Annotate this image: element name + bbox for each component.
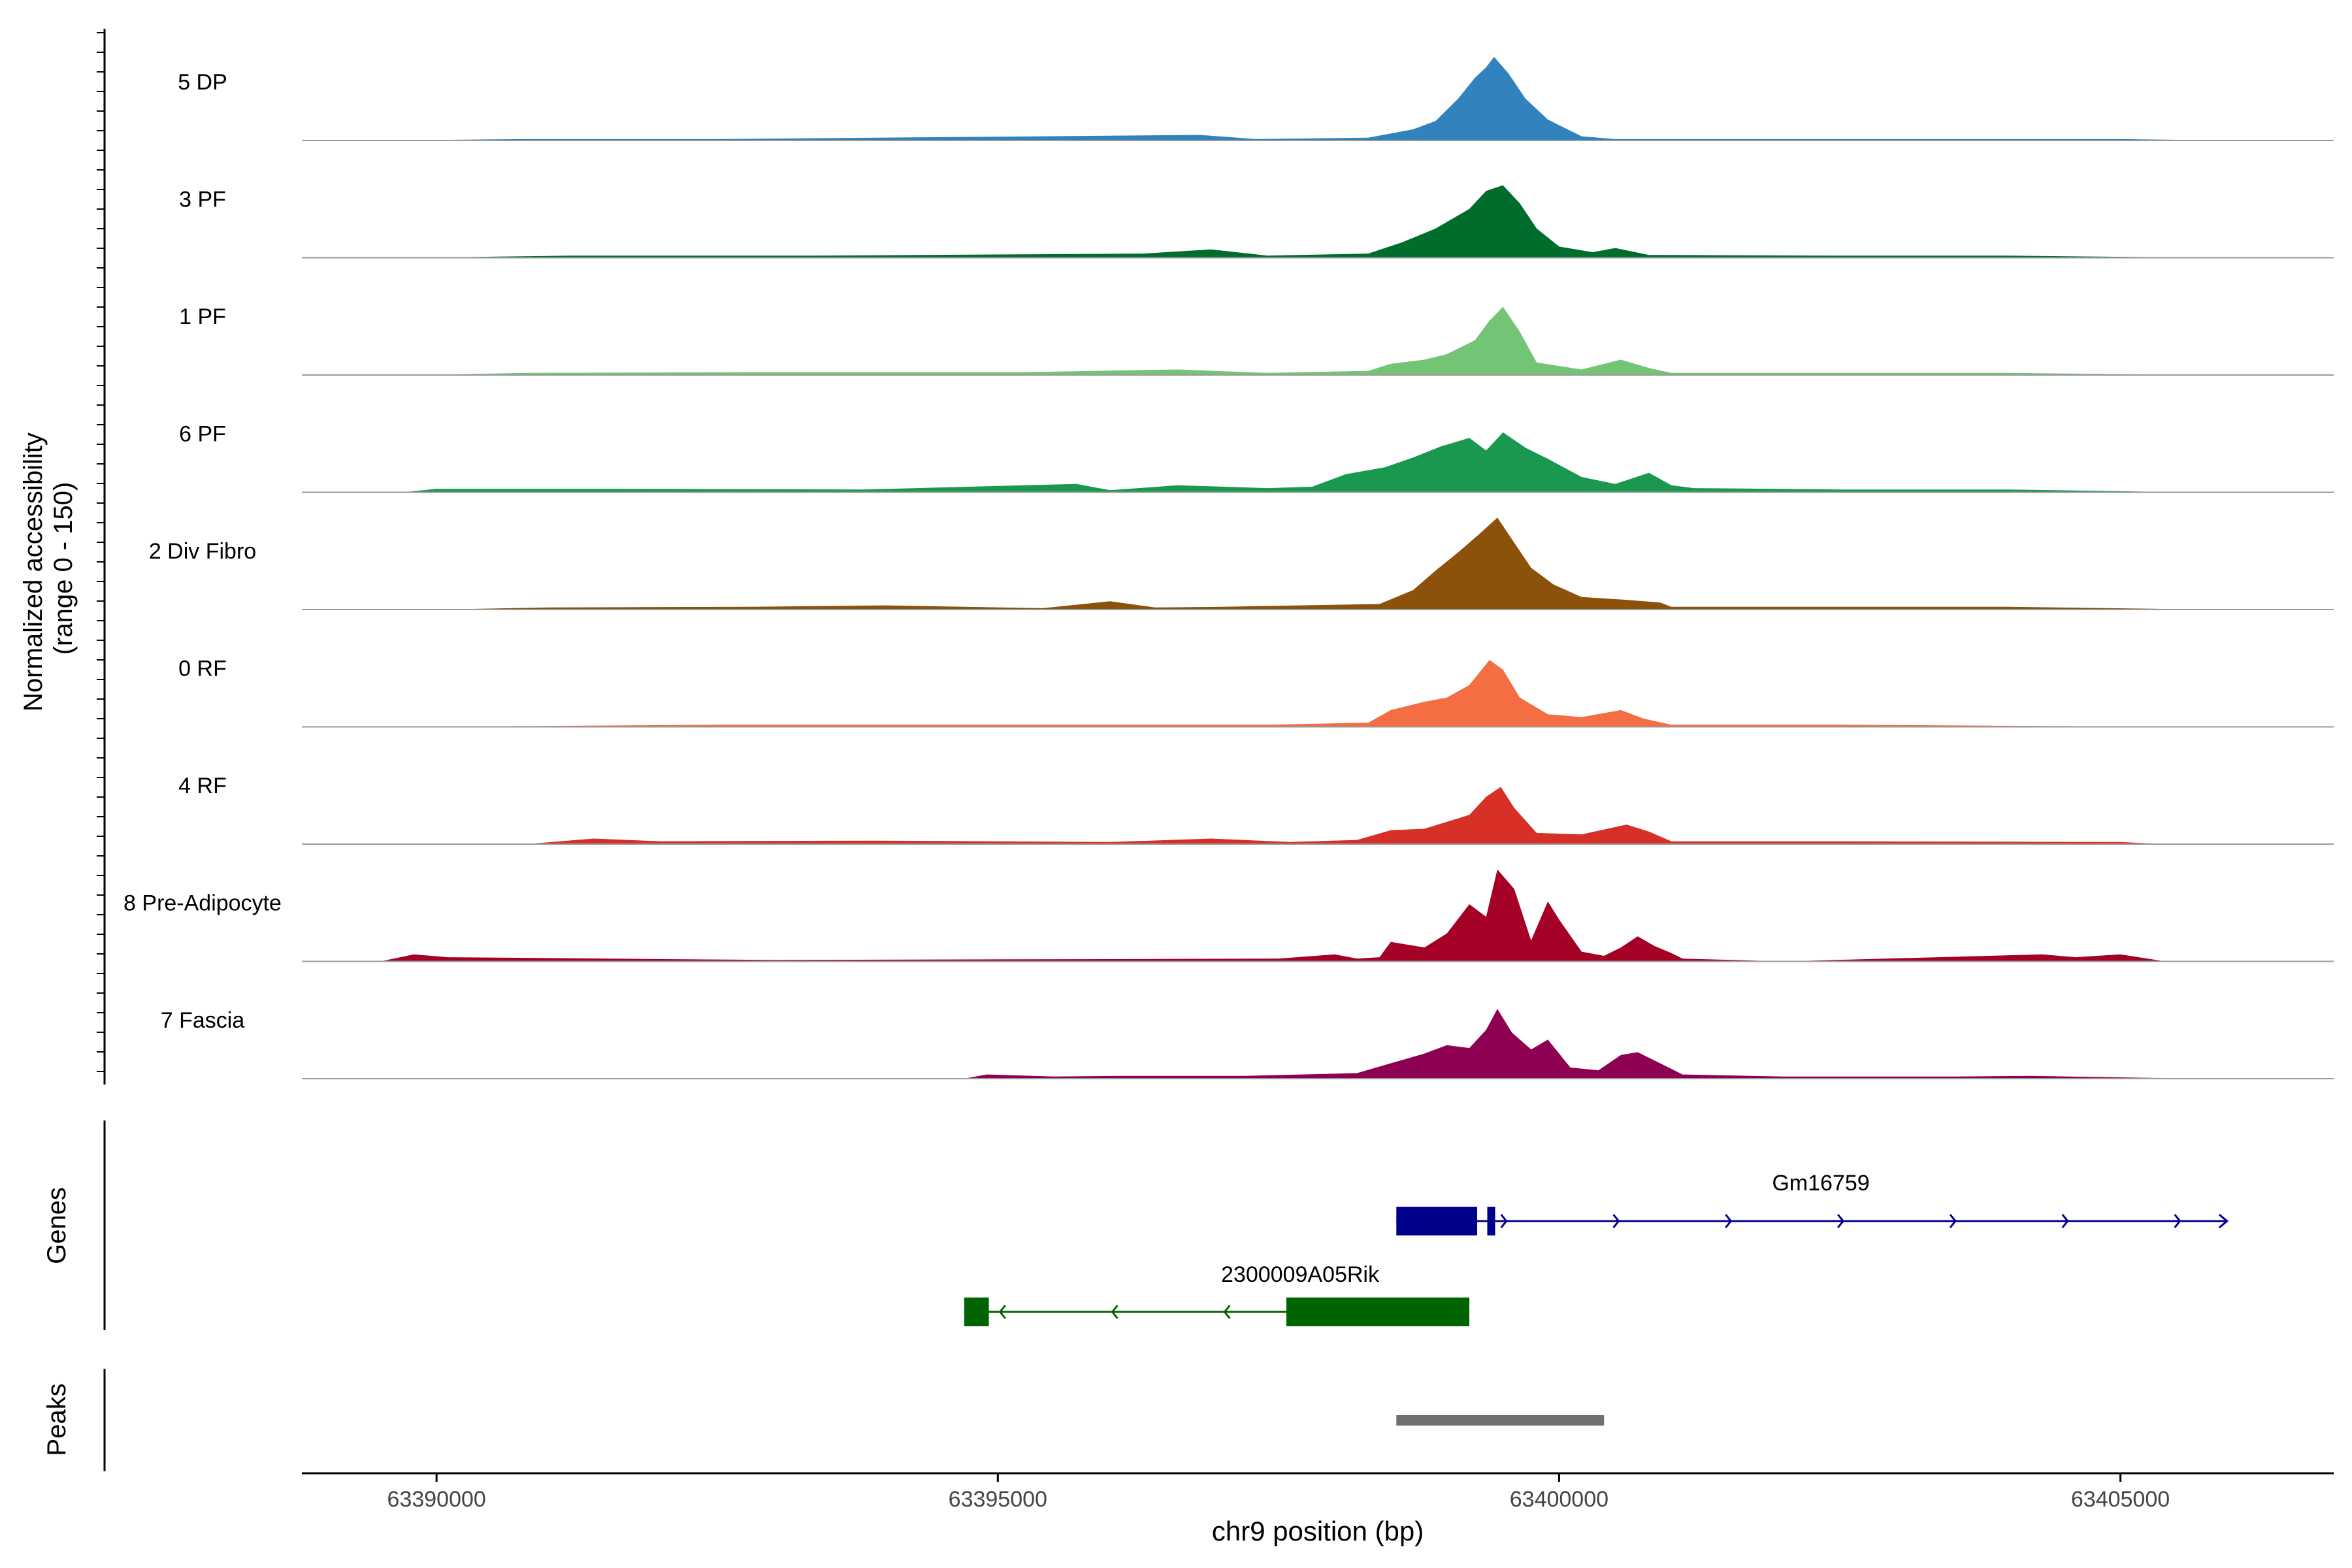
track-9: 7 Fascia: [161, 1008, 2334, 1079]
genes-panel-label: Genes: [42, 1187, 71, 1264]
track-area: [414, 306, 2210, 375]
peak-regions: [1396, 1415, 1605, 1426]
track-area: [414, 185, 2210, 258]
x-axis-label: chr9 position (bp): [1212, 1516, 1424, 1546]
gene-Gm16759: Gm16759: [1396, 1171, 2229, 1235]
peaks-panel-label: Peaks: [42, 1383, 71, 1456]
track-label: 3 PF: [179, 188, 226, 212]
x-tick-label: 63390000: [387, 1487, 486, 1512]
x-tick-label: 63400000: [1510, 1487, 1609, 1512]
gene-2300009A05Rik: 2300009A05Rik: [964, 1262, 1469, 1326]
track-label: 8 Pre-Adipocyte: [123, 891, 282, 916]
exon: [1487, 1207, 1495, 1235]
track-area: [964, 1009, 2199, 1079]
track-label: 2 Div Fibro: [149, 539, 256, 564]
track-1: 5 DP: [178, 57, 2334, 141]
strand-arrow: [1111, 1305, 1119, 1319]
strand-arrow: [1837, 1214, 1845, 1228]
y-axis-label-line2: (range 0 - 150): [49, 482, 78, 655]
y-axis-accessibility: Normalized accessibility (range 0 - 150): [19, 29, 106, 1085]
track-label: 4 RF: [178, 774, 227, 798]
exon: [1396, 1207, 1477, 1235]
exon: [964, 1298, 989, 1326]
track-area: [414, 660, 2188, 727]
track-7: 4 RF: [178, 774, 2334, 845]
peaks-panel: Peaks: [42, 1369, 1605, 1471]
x-axis-ticks: 63390000 63395000 63400000 63405000: [387, 1473, 2170, 1512]
strand-arrow: [1725, 1214, 1733, 1228]
track-5: 2 Div Fibro: [149, 517, 2334, 610]
exon: [1286, 1298, 1469, 1326]
strand-arrow: [1612, 1214, 1620, 1228]
strand-arrow: [1949, 1214, 1957, 1228]
track-2: 3 PF: [179, 185, 2334, 259]
strand-arrow: [2061, 1214, 2069, 1228]
track-label: 6 PF: [179, 422, 226, 447]
x-tick-label: 63395000: [949, 1487, 1047, 1512]
strand-arrow: [2174, 1214, 2181, 1228]
y-axis-ticks: [97, 32, 105, 1072]
track-area: [436, 517, 2211, 610]
gene-models: Gm16759 2300009A05Rik: [964, 1171, 2229, 1326]
track-area: [380, 869, 2166, 962]
strand-arrow: [2218, 1213, 2229, 1229]
y-axis-label-line1: Normalized accessibility: [19, 433, 48, 711]
strand-arrow: [998, 1305, 1006, 1319]
genes-panel: Genes Gm16759 2300009A05Rik: [42, 1120, 2229, 1330]
track-8: 8 Pre-Adipocyte: [123, 869, 2334, 962]
track-3: 1 PF: [179, 304, 2334, 376]
track-area: [402, 432, 2188, 493]
peak: [1396, 1415, 1605, 1426]
y-axis-label: Normalized accessibility (range 0 - 150): [19, 425, 78, 711]
strand-arrow: [1500, 1214, 1508, 1228]
track-label: 7 Fascia: [161, 1008, 245, 1033]
track-6: 0 RF: [178, 657, 2334, 728]
x-axis: 63390000 63395000 63400000 63405000 chr9 po…: [302, 1472, 2334, 1546]
gene-name: Gm16759: [1772, 1171, 1869, 1196]
gene-name: 2300009A05Rik: [1221, 1262, 1380, 1287]
accessibility-tracks: 5 DP 3 PF 1 PF 6 PF 2 Div Fibro 0 RF 4 RF 8 Pre…: [123, 57, 2334, 1079]
track-area: [380, 57, 2233, 140]
track-area: [526, 787, 2166, 844]
track-4: 6 PF: [179, 422, 2334, 493]
x-tick-label: 63405000: [2071, 1487, 2170, 1512]
track-label: 5 DP: [178, 70, 227, 95]
strand-arrow: [1223, 1305, 1231, 1319]
track-label: 1 PF: [179, 304, 226, 329]
track-label: 0 RF: [178, 657, 227, 681]
